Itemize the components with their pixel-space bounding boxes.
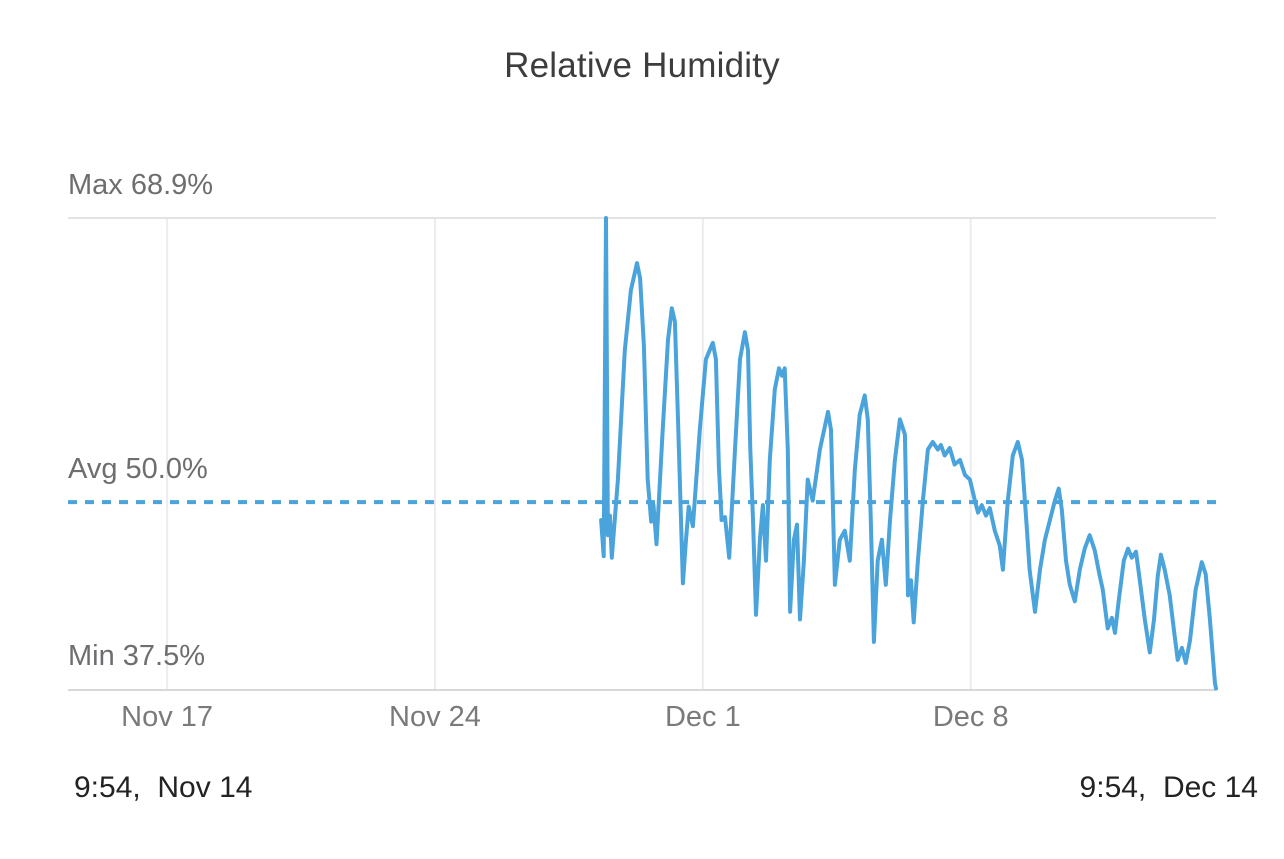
x-axis-label: Dec 1 — [664, 701, 741, 733]
x-axis-label: Nov 17 — [121, 701, 214, 733]
humidity-series-line — [599, 216, 1218, 691]
min-stat-label: Min 37.5% — [68, 640, 206, 672]
max-stat-label: Max 68.9% — [68, 169, 214, 201]
range-end-timestamp: 9:54, Dec 14 — [1079, 771, 1258, 804]
range-start-timestamp: 9:54, Nov 14 — [74, 771, 253, 804]
avg-stat-label: Avg 50.0% — [68, 453, 208, 485]
chart-title: Relative Humidity — [504, 46, 780, 85]
x-axis-label: Dec 8 — [932, 701, 1009, 733]
x-axis-label: Nov 24 — [389, 701, 481, 733]
